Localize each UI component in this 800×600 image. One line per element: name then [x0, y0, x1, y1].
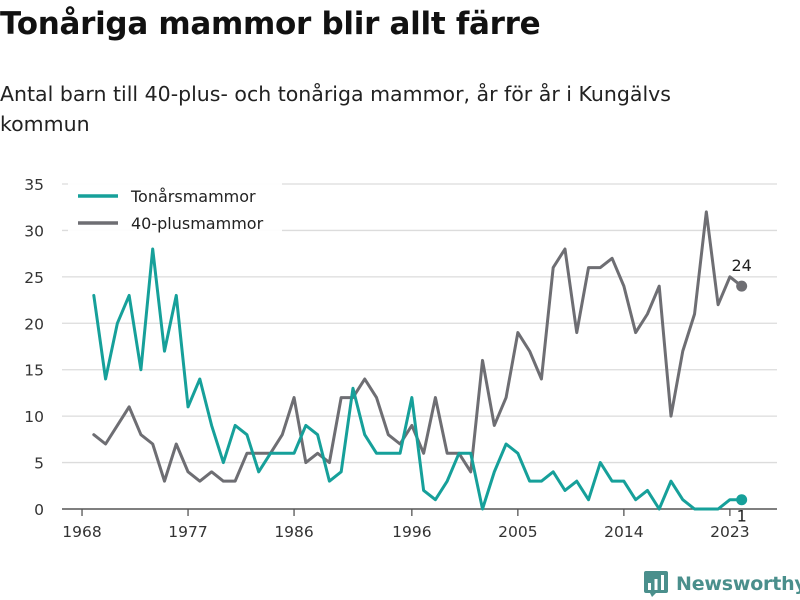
brand-name: Newsworthy — [676, 573, 800, 595]
end-point-Tonårsmammor — [736, 494, 748, 506]
y-tick-label: 10 — [24, 408, 44, 426]
y-tick-label: 35 — [24, 176, 44, 194]
series-line-Tonårsmammor — [92, 247, 744, 511]
x-tick-label: 1996 — [392, 523, 431, 541]
y-tick-label: 5 — [34, 455, 44, 473]
series-lines — [92, 210, 748, 511]
legend-label: Tonårsmammor — [130, 187, 256, 206]
end-labels: 24 1 — [731, 256, 751, 526]
grid-lines — [62, 183, 777, 464]
legend: Tonårsmammor 40-plusmammor — [68, 180, 282, 238]
x-tick-label: 2014 — [604, 523, 643, 541]
end-point-40-plusmammor — [736, 280, 748, 292]
legend-label: 40-plusmammor — [131, 214, 264, 233]
y-tick-label: 0 — [34, 501, 44, 519]
axes: 0 5 10 15 20 25 30 35 1968 1977 1986 1996 2005 2014 20… — [24, 176, 777, 541]
legend-background — [68, 180, 282, 238]
x-tick-label: 2023 — [710, 523, 749, 541]
end-value-label: 24 — [731, 256, 751, 275]
chart-title: Tonåriga mammor blir allt färre — [0, 6, 541, 42]
x-tick-label: 1977 — [168, 523, 207, 541]
x-tick-label: 1986 — [274, 523, 313, 541]
x-tick-label: 1968 — [62, 523, 101, 541]
x-tick-label: 2005 — [498, 523, 537, 541]
y-tick-label: 15 — [24, 362, 44, 380]
y-tick-label: 20 — [24, 315, 44, 333]
y-tick-label: 25 — [24, 269, 44, 287]
chart-subtitle: Antal barn till 40-plus- och tonåriga ma… — [0, 82, 671, 136]
newsworthy-logo-icon — [644, 571, 668, 597]
y-tick-label: 30 — [24, 222, 44, 240]
brand-logo[interactable]: Newsworthy — [644, 569, 800, 599]
end-value-label: 1 — [737, 507, 747, 526]
